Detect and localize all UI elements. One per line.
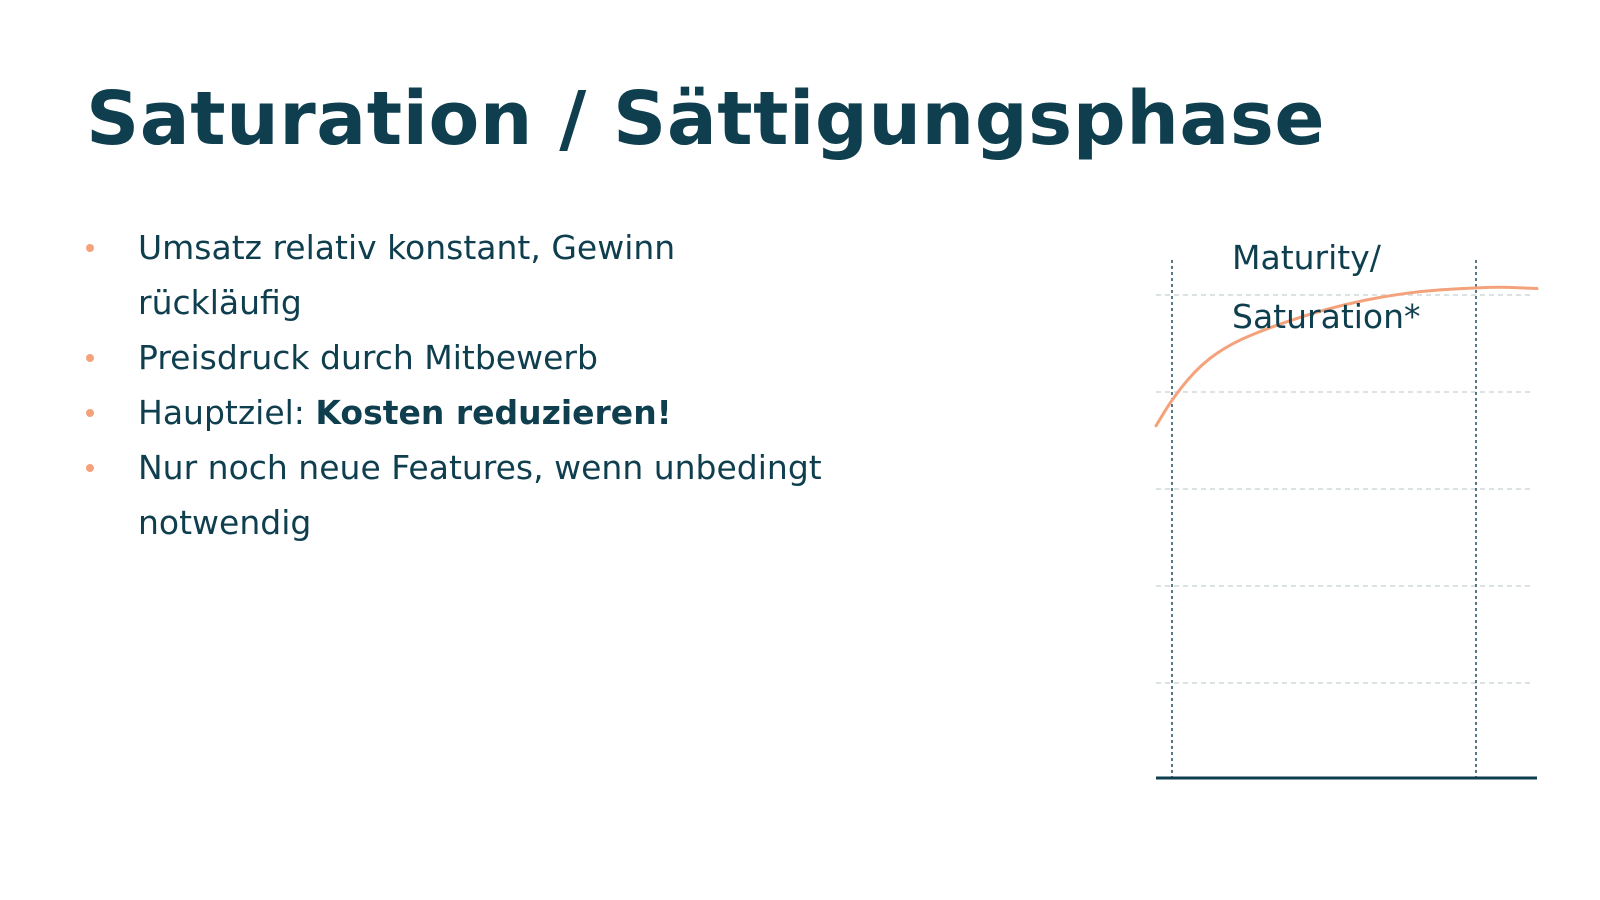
bullet-text-continuation: notwendig bbox=[138, 503, 312, 542]
lifecycle-chart-svg bbox=[1154, 260, 1539, 780]
bullet-text: Preisdruck durch Mitbewerb bbox=[138, 338, 598, 377]
bullet-text: Nur noch neue Features, wenn unbedingt bbox=[138, 448, 822, 487]
lifecycle-chart: Maturity/ Saturation* bbox=[1150, 220, 1540, 800]
phase-label-line2: Saturation* bbox=[1232, 297, 1421, 336]
slide-title: Saturation / Sättigungsphase bbox=[86, 76, 1326, 162]
phase-label: Maturity/ Saturation* bbox=[1232, 228, 1421, 346]
bullet-item: Preisdruck durch Mitbewerb bbox=[86, 330, 906, 385]
bullet-dot-icon bbox=[86, 244, 94, 252]
bullet-dot-icon bbox=[86, 409, 94, 417]
bullet-text-emphasis: Kosten reduzieren! bbox=[315, 393, 672, 432]
bullet-text-continuation: rückläufig bbox=[138, 283, 302, 322]
bullet-dot-icon bbox=[86, 354, 94, 362]
bullet-text-prefix: Hauptziel: bbox=[138, 393, 316, 432]
bullet-item: Nur noch neue Features, wenn unbedingt n… bbox=[86, 440, 906, 550]
bullet-text: Umsatz relativ konstant, Gewinn bbox=[138, 228, 676, 267]
bullet-item: Umsatz relativ konstant, Gewinn rückläuf… bbox=[86, 220, 906, 330]
revenue-curve-line bbox=[1154, 285, 1539, 428]
phase-label-line1: Maturity/ bbox=[1232, 238, 1381, 277]
bullet-list: Umsatz relativ konstant, Gewinn rückläuf… bbox=[86, 220, 906, 550]
bullet-dot-icon bbox=[86, 464, 94, 472]
bullet-item: Hauptziel: Kosten reduzieren! bbox=[86, 385, 906, 440]
